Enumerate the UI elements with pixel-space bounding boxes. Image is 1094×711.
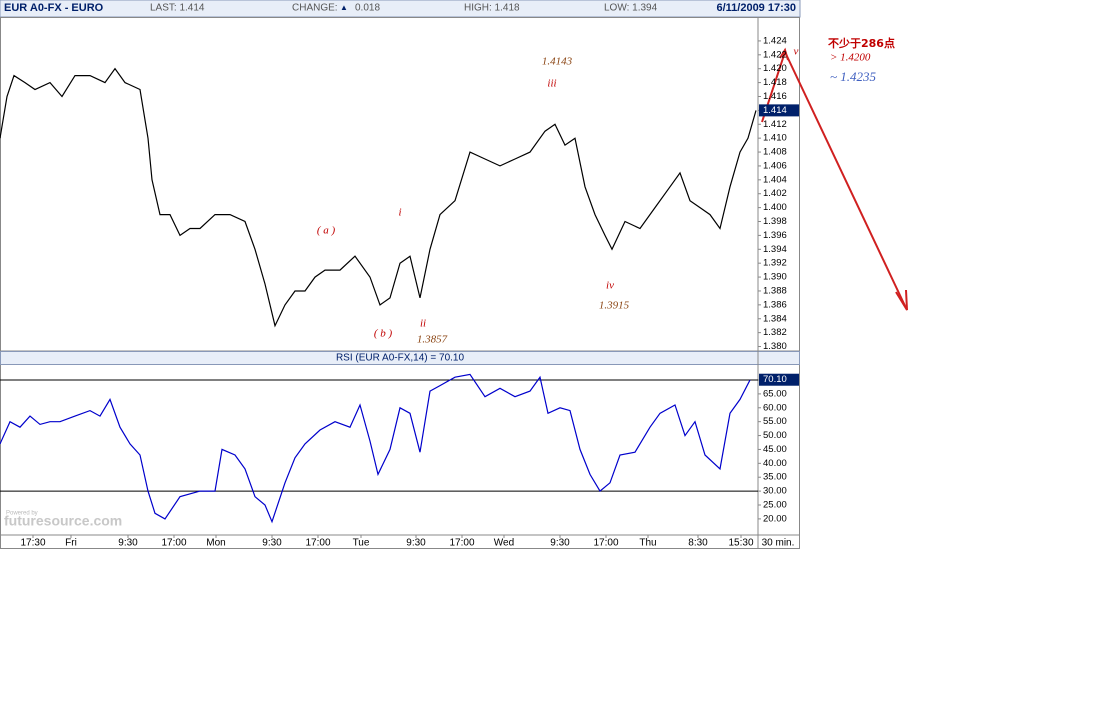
annotation: iv bbox=[606, 280, 614, 292]
y-tick-label: 45.00 bbox=[763, 444, 787, 455]
y-tick-label: 1.394 bbox=[763, 244, 787, 255]
x-tick-label: Thu bbox=[639, 538, 656, 549]
y-tick-label: 1.420 bbox=[763, 63, 787, 74]
x-tick-label: 9:30 bbox=[550, 538, 570, 549]
annotation: > 1.4200 bbox=[830, 52, 871, 64]
x-tick-label: 9:30 bbox=[118, 538, 138, 549]
y-tick-label: 1.398 bbox=[763, 216, 787, 227]
x-tick-label: 9:30 bbox=[262, 538, 282, 549]
y-tick-label: 35.00 bbox=[763, 472, 787, 483]
y-tick-label: 1.402 bbox=[763, 188, 787, 199]
frame bbox=[0, 17, 800, 549]
last-marker-label: 70.10 bbox=[763, 374, 787, 385]
x-tick-label: Mon bbox=[206, 538, 225, 549]
x-tick-label: Wed bbox=[494, 538, 514, 549]
high: HIGH: 1.418 bbox=[464, 3, 520, 14]
y-tick-label: 40.00 bbox=[763, 458, 787, 469]
change: 0.018 bbox=[355, 3, 380, 14]
last-marker-label: 1.414 bbox=[763, 105, 787, 116]
annotation: iii bbox=[547, 78, 556, 90]
series-line bbox=[0, 373, 751, 524]
y-tick-label: 30.00 bbox=[763, 486, 787, 497]
y-tick-label: 25.00 bbox=[763, 500, 787, 511]
y-tick-label: 1.416 bbox=[763, 91, 787, 102]
y-tick-label: 1.408 bbox=[763, 147, 787, 158]
y-tick-label: 55.00 bbox=[763, 416, 787, 427]
symbol: EUR A0-FX - EURO bbox=[4, 2, 104, 14]
last: LAST: 1.414 bbox=[150, 3, 205, 14]
x-tick-label: 15:30 bbox=[728, 538, 753, 549]
annotation: ( b ) bbox=[374, 328, 393, 340]
series-line bbox=[0, 67, 757, 328]
change-label: CHANGE: bbox=[292, 3, 338, 14]
x-tick-label: Fri bbox=[65, 538, 77, 549]
change-arrow: ▲ bbox=[340, 3, 348, 12]
arrow-down bbox=[784, 51, 907, 309]
annotation: 不少于286点 bbox=[828, 36, 895, 50]
annotation: ii bbox=[420, 318, 426, 330]
y-tick-label: 1.424 bbox=[763, 35, 787, 46]
y-tick-label: 1.422 bbox=[763, 49, 787, 60]
annotation: 1.4143 bbox=[542, 56, 573, 68]
y-tick-label: 1.410 bbox=[763, 133, 787, 144]
last-marker bbox=[759, 104, 799, 117]
header-bar bbox=[0, 0, 801, 18]
interval: 30 min. bbox=[762, 538, 795, 549]
y-tick-label: 1.384 bbox=[763, 313, 787, 324]
annotation: ~ 1.4235 bbox=[830, 69, 877, 84]
y-tick-label: 1.406 bbox=[763, 160, 787, 171]
y-tick-label: 1.396 bbox=[763, 230, 787, 241]
x-tick-label: 8:30 bbox=[688, 538, 708, 549]
y-tick-label: 1.380 bbox=[763, 341, 787, 352]
y-tick-label: 1.388 bbox=[763, 285, 787, 296]
y-tick-label: 20.00 bbox=[763, 513, 787, 524]
annotation: 1.3857 bbox=[417, 334, 448, 346]
watermark-small: Powered by bbox=[6, 511, 38, 517]
x-tick-label: 9:30 bbox=[406, 538, 426, 549]
datetime: 6/11/2009 17:30 bbox=[716, 2, 796, 14]
x-tick-label: 17:00 bbox=[305, 538, 330, 549]
x-tick-label: Tue bbox=[353, 538, 370, 549]
y-tick-label: 1.412 bbox=[763, 119, 787, 130]
y-tick-label: 1.404 bbox=[763, 174, 787, 185]
y-tick-label: 50.00 bbox=[763, 430, 787, 441]
y-tick-label: 1.386 bbox=[763, 299, 787, 310]
rsi-title: RSI (EUR A0-FX,14) = 70.10 bbox=[336, 353, 465, 364]
y-tick-label: 65.00 bbox=[763, 388, 787, 399]
rsi-bar bbox=[0, 351, 800, 365]
watermark: futuresource.com bbox=[4, 513, 122, 529]
y-tick-label: 1.418 bbox=[763, 77, 787, 88]
y-tick-label: 1.390 bbox=[763, 272, 787, 283]
y-tick-label: 1.392 bbox=[763, 258, 787, 269]
y-tick-label: 1.382 bbox=[763, 327, 787, 338]
last-marker bbox=[759, 373, 799, 386]
x-tick-label: 17:00 bbox=[161, 538, 186, 549]
annotation: i bbox=[398, 207, 401, 219]
low: LOW: 1.394 bbox=[604, 3, 658, 14]
annotation: 1.3915 bbox=[599, 300, 630, 312]
arrowhead bbox=[895, 289, 908, 311]
y-tick-label: 60.00 bbox=[763, 402, 787, 413]
y-tick-label: 1.400 bbox=[763, 202, 787, 213]
annotation: v bbox=[794, 46, 799, 58]
x-tick-label: 17:00 bbox=[593, 538, 618, 549]
x-tick-label: 17:00 bbox=[449, 538, 474, 549]
x-tick-label: 17:30 bbox=[20, 538, 45, 549]
annotation: ( a ) bbox=[317, 225, 336, 237]
